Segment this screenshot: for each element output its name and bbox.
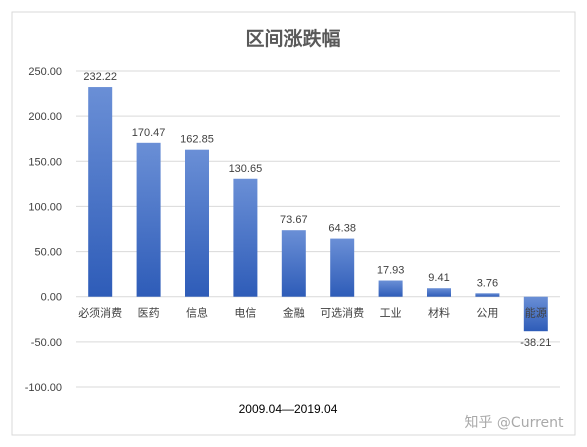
bar-8 xyxy=(427,288,451,297)
y-tick-label: 100.00 xyxy=(28,201,62,213)
data-label: 64.38 xyxy=(328,223,356,235)
y-tick-label: -100.00 xyxy=(25,382,62,394)
category-label: 能源 xyxy=(525,306,547,320)
data-label: 3.76 xyxy=(477,277,498,289)
bars xyxy=(88,87,548,332)
data-labels: 232.22 170.47 162.85 130.65 73.67 64.38 17.93 9… xyxy=(83,71,551,349)
y-tick-label: 150.00 xyxy=(28,156,62,168)
category-label: 医药 xyxy=(138,307,160,320)
category-label: 必须消费 xyxy=(78,306,122,320)
watermark: 知乎 @Current xyxy=(464,414,564,431)
bar-2 xyxy=(136,142,161,297)
y-tick-label: -50.00 xyxy=(31,337,62,349)
data-label: 17.93 xyxy=(377,265,405,277)
data-label: 73.67 xyxy=(280,214,308,226)
category-label: 公用 xyxy=(476,307,498,320)
bar-7 xyxy=(378,280,403,297)
y-tick-label: 50.00 xyxy=(34,247,62,259)
bar-9 xyxy=(475,293,500,297)
data-label: 232.22 xyxy=(83,71,117,83)
bar-5 xyxy=(281,230,306,297)
category-label: 可选消费 xyxy=(320,306,364,320)
category-label: 工业 xyxy=(380,307,402,320)
y-axis: 250.00 200.00 150.00 100.00 50.00 0.00 -50.00 -… xyxy=(25,66,62,394)
bar-3 xyxy=(185,149,209,297)
x-axis-categories: 必须消费 医药 信息 电信 金融 可选消费 工业 材料 公用 能源 xyxy=(78,306,547,320)
data-label: 170.47 xyxy=(132,127,166,139)
bar-1 xyxy=(88,87,113,297)
data-label: 9.41 xyxy=(428,272,449,284)
category-label: 材料 xyxy=(428,306,450,320)
y-tick-label: 200.00 xyxy=(28,111,62,123)
bar-10 xyxy=(523,296,548,332)
bar-6 xyxy=(330,238,355,297)
category-label: 电信 xyxy=(234,307,256,320)
chart-title: 区间涨跌幅 xyxy=(245,27,340,50)
y-tick-label: 0.00 xyxy=(41,292,62,304)
bar-4 xyxy=(233,178,258,297)
data-label: 130.65 xyxy=(229,163,263,175)
data-label: -38.21 xyxy=(520,337,551,349)
x-axis-title: 2009.04—2019.04 xyxy=(239,402,338,416)
category-label: 金融 xyxy=(283,306,305,320)
data-label: 162.85 xyxy=(180,134,214,146)
category-label: 信息 xyxy=(186,306,208,320)
y-tick-label: 250.00 xyxy=(28,66,62,78)
